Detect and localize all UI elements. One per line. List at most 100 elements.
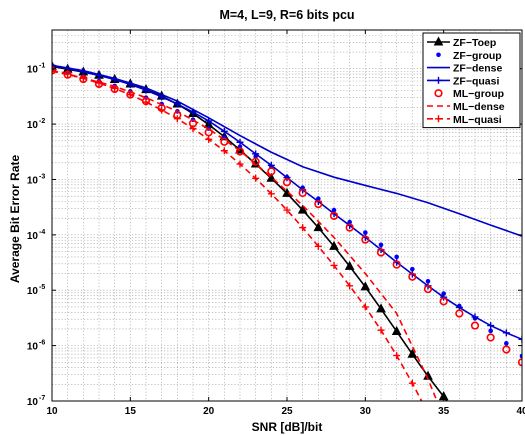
data-point: [64, 70, 72, 78]
data-point: [439, 297, 448, 306]
y-tick-label: 10: [27, 342, 39, 353]
data-point: [361, 235, 370, 244]
data-point: [205, 135, 213, 143]
data-point: [502, 345, 511, 354]
data-point: [391, 325, 402, 335]
y-tick-label: 10: [27, 231, 39, 242]
data-point: [425, 278, 431, 284]
legend-item: ZF−group: [436, 50, 502, 62]
y-tick-label: 10: [27, 397, 39, 408]
data-point: [313, 222, 324, 232]
data-point: [297, 204, 308, 214]
x-tick-label: 15: [125, 406, 137, 417]
legend-label: ML−dense: [453, 101, 505, 113]
data-point: [189, 108, 197, 116]
data-point: [504, 341, 509, 346]
data-point: [52, 61, 56, 69]
series-layer: [52, 60, 522, 401]
data-point: [378, 242, 384, 248]
data-point: [126, 91, 134, 99]
data-point: [518, 335, 522, 343]
x-tick-label: 30: [360, 406, 372, 417]
data-point: [142, 86, 150, 94]
series-clip-group: [52, 60, 522, 401]
legend-item: ML−group: [434, 88, 504, 100]
data-point: [173, 115, 181, 123]
y-tick-exponent: -2: [39, 118, 45, 125]
data-point: [189, 125, 197, 133]
legend-marker: [436, 52, 441, 58]
data-point: [440, 293, 448, 301]
x-tick-label: 25: [281, 406, 293, 417]
data-point: [423, 284, 433, 294]
data-point: [441, 291, 446, 296]
data-point: [111, 84, 119, 92]
data-point: [363, 230, 368, 235]
x-tick-label: 35: [438, 406, 450, 417]
data-point: [299, 224, 307, 232]
data-point: [79, 68, 87, 76]
data-point: [173, 100, 181, 108]
y-tick-exponent: -6: [39, 340, 45, 347]
data-point: [392, 260, 401, 269]
legend-label: ZF−group: [453, 50, 502, 62]
data-point: [283, 206, 291, 214]
data-point: [283, 174, 291, 182]
data-point: [235, 147, 245, 156]
data-point: [487, 322, 495, 330]
legend-marker: [435, 76, 442, 84]
legend: ZF−ToepZF−groupZF−denseZF−quasiML−groupM…: [422, 32, 521, 129]
data-point: [376, 248, 386, 257]
data-point: [488, 328, 493, 334]
data-point: [486, 333, 495, 342]
data-point: [361, 303, 369, 311]
data-point: [376, 303, 386, 313]
data-point: [329, 211, 339, 220]
data-point: [220, 127, 228, 135]
legend-item: ZF−quasi: [427, 75, 499, 87]
y-tick-exponent: -7: [39, 395, 45, 402]
data-point: [407, 348, 418, 358]
data-point: [220, 147, 228, 155]
data-point: [519, 353, 522, 359]
legend-marker: [433, 36, 444, 46]
y-axis-label: Average Bit Error Rate: [8, 155, 22, 284]
data-point: [393, 352, 401, 360]
data-point: [298, 188, 307, 198]
data-point: [331, 207, 337, 213]
data-point: [346, 282, 354, 290]
data-point: [394, 254, 399, 260]
data-point: [377, 326, 385, 334]
data-point: [205, 117, 213, 125]
data-point: [267, 190, 275, 198]
data-point: [410, 266, 415, 272]
data-point: [282, 178, 292, 187]
data-point: [252, 150, 260, 158]
data-point: [470, 321, 480, 330]
data-point: [360, 281, 371, 291]
data-point: [471, 313, 479, 321]
legend-marker: [434, 89, 443, 98]
y-tick-label: 10: [27, 65, 39, 76]
data-point: [408, 379, 416, 387]
legend-label: ML−quasi: [453, 114, 502, 126]
legend-label: ZF−dense: [453, 63, 502, 75]
x-axis-label: SNR [dB]/bit: [252, 420, 323, 434]
data-point: [314, 242, 322, 250]
data-point: [204, 128, 213, 137]
x-tick-label: 40: [516, 406, 525, 417]
data-point: [236, 138, 244, 146]
data-point: [111, 75, 119, 83]
legend-label: ZF−Toep: [453, 37, 496, 49]
data-point: [126, 80, 134, 88]
series-7: [52, 66, 423, 401]
legend-item: ML−quasi: [427, 114, 502, 126]
y-tick-exponent: -3: [39, 173, 45, 180]
data-point: [345, 223, 354, 232]
data-point: [158, 93, 166, 101]
y-tick-exponent: -4: [39, 229, 45, 236]
legend-item: ZF−Toep: [427, 36, 496, 49]
data-point: [95, 71, 103, 79]
data-point: [502, 329, 510, 337]
